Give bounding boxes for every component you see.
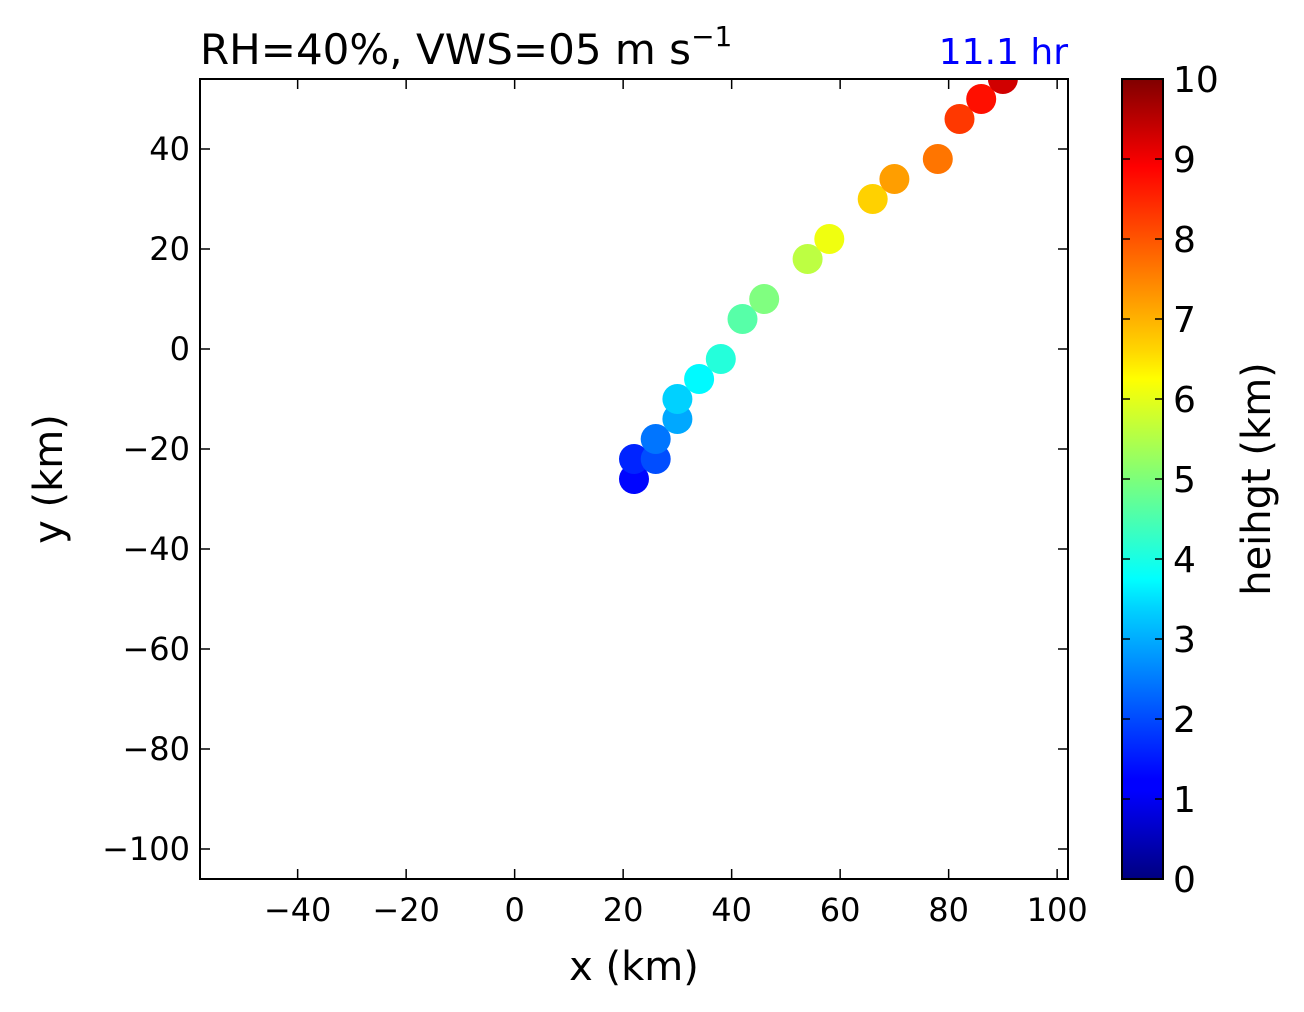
data-point-14 <box>879 164 910 194</box>
y-axis-ticks: −100 −80 −60 −40 −20 0 20 40 <box>102 130 1068 868</box>
data-point-16 <box>944 104 975 134</box>
colorbar-tick-label: 2 <box>1173 700 1196 741</box>
chart-title: RH=40%, VWS=05 m s−1 <box>200 20 732 74</box>
data-point-17 <box>966 84 997 114</box>
y-tick-label: 20 <box>149 230 190 268</box>
colorbar-label: heihgt (km) <box>1234 362 1280 596</box>
y-tick-label: −80 <box>122 730 190 768</box>
data-points <box>619 79 1018 494</box>
data-point-9 <box>727 304 758 334</box>
data-point-6 <box>662 384 693 414</box>
colorbar-tick-label: 10 <box>1173 60 1219 101</box>
data-point-13 <box>857 184 888 214</box>
colorbar-tick-label: 5 <box>1173 460 1196 501</box>
colorbar-tick-label: 3 <box>1173 620 1196 661</box>
colorbar-tick-label: 8 <box>1173 220 1196 261</box>
data-point-7 <box>684 364 715 394</box>
x-axis-ticks: −40 −20 0 20 40 60 80 100 <box>264 79 1088 929</box>
x-tick-label: 40 <box>711 891 752 929</box>
x-tick-label: −20 <box>372 891 440 929</box>
x-tick-label: −40 <box>264 891 332 929</box>
x-tick-label: 100 <box>1027 891 1088 929</box>
data-point-11 <box>792 244 823 274</box>
x-tick-label: 60 <box>820 891 861 929</box>
colorbar-tick-label: 6 <box>1173 380 1196 421</box>
y-tick-label: −60 <box>122 630 190 668</box>
colorbar-tick-label: 0 <box>1173 860 1196 901</box>
plot-frame <box>199 78 1069 880</box>
x-tick-label: 80 <box>928 891 969 929</box>
data-point-2 <box>619 444 649 474</box>
data-point-4 <box>640 424 671 454</box>
data-point-18 <box>987 79 1018 94</box>
y-tick-label: −20 <box>122 430 190 468</box>
y-tick-label: −40 <box>122 530 190 568</box>
colorbar-tick-label: 7 <box>1173 300 1196 341</box>
x-axis-label: x (km) <box>569 944 699 990</box>
y-tick-label: −100 <box>102 830 190 868</box>
y-tick-label: 0 <box>170 330 190 368</box>
data-point-8 <box>705 344 736 374</box>
colorbar-tick-label: 1 <box>1173 780 1196 821</box>
data-point-15 <box>922 144 953 174</box>
x-tick-label: 20 <box>603 891 644 929</box>
time-annotation: 11.1 hr <box>939 32 1068 73</box>
colorbar-tick-label: 9 <box>1173 140 1196 181</box>
colorbar-ticks: 0 1 2 3 4 5 6 7 8 9 10 <box>1122 60 1219 901</box>
colorbar-tick-label: 4 <box>1173 540 1196 581</box>
data-point-12 <box>814 224 845 254</box>
x-tick-label: 0 <box>504 891 524 929</box>
data-point-10 <box>749 284 780 314</box>
y-axis-label: y (km) <box>26 414 72 544</box>
y-tick-label: 40 <box>149 130 190 168</box>
